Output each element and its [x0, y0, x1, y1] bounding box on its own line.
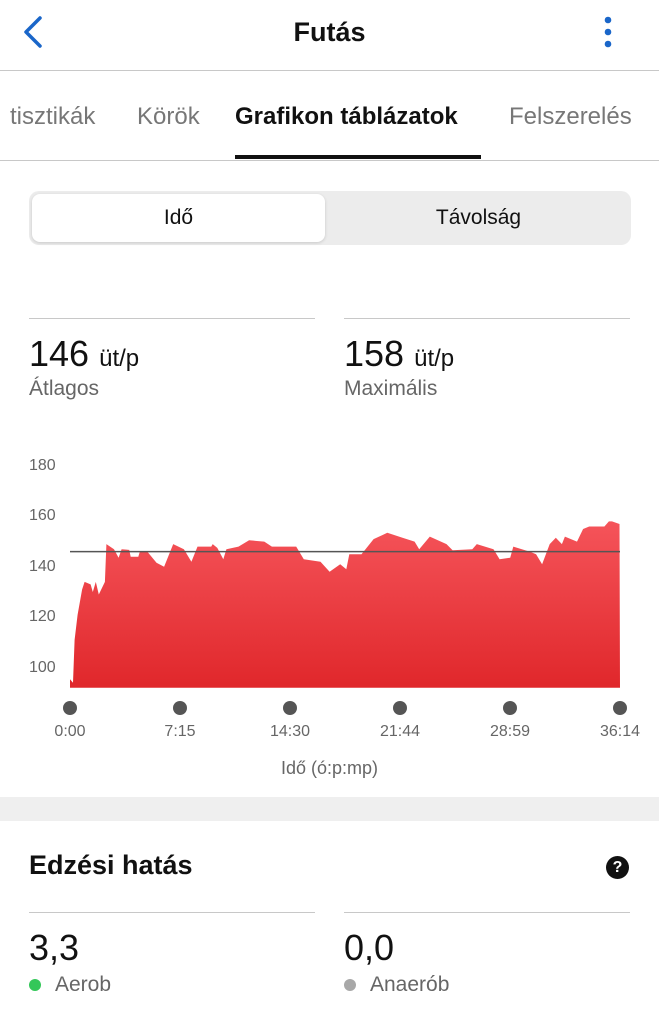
tab-bar: tisztikák Körök Grafikon táblázatok Fels…: [0, 71, 659, 161]
segment-distance[interactable]: Távolság: [435, 206, 522, 229]
stat-label: Maximális: [344, 377, 438, 400]
x-axis-title: Idő (ó:p:mp): [280, 758, 379, 778]
header: Futás: [0, 0, 659, 71]
heart-rate-chart: [70, 521, 620, 688]
stat-unit: üt/p: [414, 345, 455, 372]
effect-label: Anaerób: [370, 973, 450, 996]
effect-label: Aerob: [55, 973, 112, 996]
heart-rate-area: [70, 521, 620, 688]
y-tick-label: 120: [29, 608, 56, 626]
tab-statistics[interactable]: tisztikák: [10, 103, 96, 130]
more-vertical-icon[interactable]: [598, 14, 618, 50]
page-title: Futás: [293, 17, 366, 47]
aerobic-effect: 3,3 Aerob: [29, 912, 315, 997]
effect-value: 0,0: [344, 927, 395, 968]
y-tick-label: 160: [29, 507, 56, 525]
x-tick-label: 21:44: [379, 723, 421, 740]
x-tick-label: 28:59: [489, 723, 531, 740]
tab-gear[interactable]: Felszerelés: [509, 103, 632, 130]
x-tick-label: 36:14: [599, 723, 641, 740]
y-tick-label: 180: [29, 457, 56, 474]
y-tick-label: 100: [29, 658, 56, 676]
active-tab-indicator: [235, 155, 481, 159]
x-tick-dot: [613, 701, 627, 715]
status-dot-icon: [344, 979, 356, 991]
x-tick-dot: [173, 701, 187, 715]
stat-unit: üt/p: [99, 345, 140, 372]
x-tick-label: 7:15: [164, 723, 196, 740]
y-tick-label: 140: [29, 557, 56, 575]
segmented-control: Idő Távolság: [29, 191, 631, 245]
stat-max: 158 üt/p Maximális: [344, 318, 630, 401]
x-tick-dot: [63, 701, 77, 715]
help-circle-icon[interactable]: ?: [606, 856, 629, 879]
effect-value: 3,3: [29, 927, 80, 968]
chevron-left-icon[interactable]: [20, 14, 50, 50]
tab-charts[interactable]: Grafikon táblázatok: [235, 103, 458, 130]
x-tick-dot: [393, 701, 407, 715]
status-dot-icon: [29, 979, 41, 991]
stat-value: 158: [344, 333, 405, 374]
x-tick-label: 14:30: [269, 723, 311, 740]
section-divider: [0, 797, 659, 821]
segment-time[interactable]: Idő: [32, 194, 325, 242]
stat-value: 146: [29, 333, 90, 374]
tab-laps[interactable]: Körök: [137, 103, 200, 130]
anaerobic-effect: 0,0 Anaerób: [344, 912, 630, 997]
stat-average: 146 üt/p Átlagos: [29, 318, 315, 401]
x-tick-label: 0:00: [54, 723, 86, 740]
stat-label: Átlagos: [29, 377, 100, 400]
section-title: Edzési hatás: [29, 850, 193, 880]
x-tick-dot: [503, 701, 517, 715]
x-tick-dot: [283, 701, 297, 715]
